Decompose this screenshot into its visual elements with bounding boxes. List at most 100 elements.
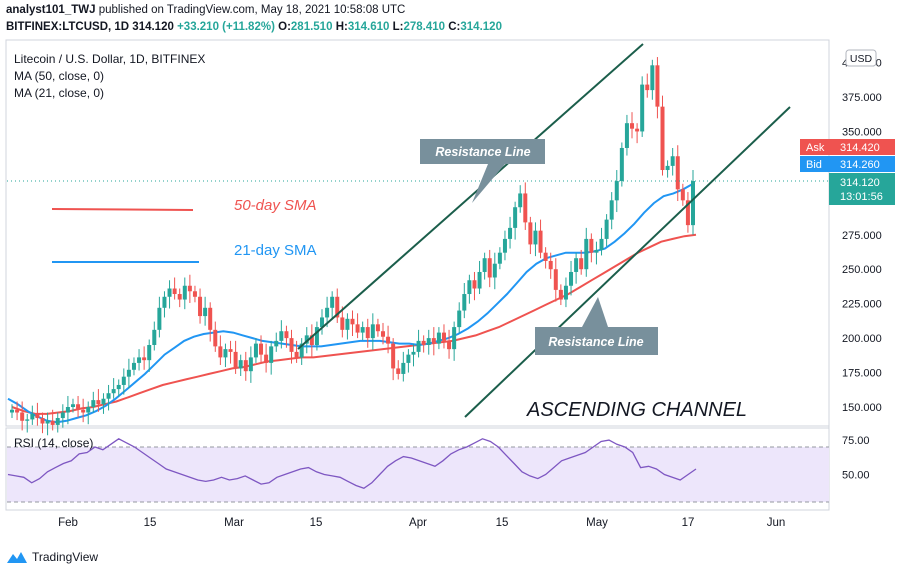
candle-body	[665, 165, 670, 171]
resistance-callout-bottom-text: Resistance Line	[548, 335, 643, 349]
candle-body	[452, 327, 457, 350]
candle-body	[492, 263, 497, 278]
footer-brand[interactable]: TradingView	[32, 550, 99, 564]
candle-body	[309, 335, 314, 345]
candle-body	[660, 106, 665, 171]
candle-body	[198, 296, 203, 317]
candle-body	[182, 285, 187, 300]
candle-body	[116, 384, 121, 390]
candle-body	[203, 307, 208, 317]
publisher-name[interactable]: analyst101_TWJ	[6, 4, 96, 16]
candle-body	[401, 362, 406, 374]
ohlc-l: 278.410	[403, 21, 446, 33]
candle-body	[111, 389, 116, 394]
candle-body	[518, 193, 523, 208]
rsi-tick-label: 50.00	[842, 470, 870, 482]
candle-body	[187, 285, 192, 292]
candle-body	[482, 258, 487, 272]
channel-lower-line	[464, 106, 791, 418]
candle-body	[635, 128, 640, 132]
ohlc-h-label: H:	[335, 21, 348, 33]
y-tick-label: 350.000	[842, 126, 882, 138]
candle-body	[320, 317, 325, 328]
candle-body	[487, 258, 492, 278]
candle-body	[30, 413, 35, 420]
candle-body	[223, 349, 228, 358]
legend-title: Litecoin / U.S. Dollar, 1D, BITFINEX	[14, 52, 205, 66]
candle-body	[137, 357, 142, 363]
candle-body	[233, 351, 238, 369]
candle-body	[325, 307, 330, 318]
y-tick-label: 225.000	[842, 299, 882, 311]
resistance-callout-bottom-box	[535, 297, 658, 355]
rsi-band	[7, 447, 829, 502]
bid-value: 314.260	[840, 159, 880, 171]
sma21-label: 21-day SMA	[234, 242, 317, 259]
candle-body	[497, 252, 502, 264]
candle-body	[304, 335, 309, 344]
candle-body	[20, 412, 25, 421]
rsi-tick-label: 75.00	[842, 435, 870, 447]
candle-body	[167, 288, 172, 297]
candle-body	[314, 327, 319, 345]
ascending-channel-label: ASCENDING CHANNEL	[526, 399, 747, 421]
candle-body	[253, 343, 258, 358]
candle-body	[101, 398, 106, 405]
candle-body	[604, 219, 609, 239]
candle-body	[391, 343, 396, 369]
candle-body	[45, 420, 50, 424]
x-tick-label: May	[586, 517, 608, 529]
candle-body	[238, 360, 243, 369]
symbol-line: BITFINEX:LTCUSD, 1D 314.120 +33.210 (+11…	[6, 21, 502, 33]
candle-body	[218, 346, 223, 358]
candle-body	[436, 332, 441, 344]
candle-body	[289, 338, 294, 352]
candle-body	[35, 413, 40, 419]
resistance-callout-top-text: Resistance Line	[435, 145, 530, 159]
candle-body	[523, 193, 528, 223]
x-tick-label: Feb	[58, 517, 78, 529]
main-pane-frame	[5, 39, 830, 427]
candle-body	[55, 418, 60, 425]
candle-body	[284, 331, 289, 339]
candle-body	[477, 271, 482, 289]
ask-label: Ask	[806, 142, 825, 154]
candle-body	[426, 338, 431, 345]
published-text: published on TradingView.com, May 18, 20…	[98, 4, 406, 16]
candle-body	[375, 324, 380, 332]
x-tick-label: Jun	[767, 517, 786, 529]
y-tick-label: 275.000	[842, 230, 882, 242]
candle-body	[558, 289, 563, 300]
candle-body	[70, 404, 75, 407]
candle-body	[162, 296, 167, 308]
candle-body	[685, 200, 690, 226]
candle-body	[279, 331, 284, 341]
candle-body	[365, 327, 370, 339]
candle-body	[589, 238, 594, 253]
candle-body	[172, 288, 177, 295]
rsi-title: RSI (14, close)	[14, 436, 93, 450]
tradingview-logo-icon	[7, 552, 27, 563]
candle-body	[650, 65, 655, 91]
candle-body	[462, 294, 467, 311]
ask-tag-box	[800, 139, 895, 155]
ma50-line	[11, 233, 697, 415]
candle-body	[264, 354, 269, 363]
candle-body	[691, 181, 695, 226]
candle-body	[76, 404, 81, 410]
y-tick-label: 375.000	[842, 92, 882, 104]
candle-body	[65, 407, 70, 413]
x-tick-label: Mar	[224, 517, 244, 529]
bid-label: Bid	[806, 159, 822, 171]
candle-body	[386, 336, 391, 344]
countdown-tag: 13:01:56	[840, 191, 883, 203]
candle-body	[594, 249, 599, 253]
candle-body	[421, 340, 426, 345]
ask-value: 314.420	[840, 142, 880, 154]
candle-body	[360, 327, 365, 333]
ohlc-h: 314.610	[347, 21, 390, 33]
candle-body	[86, 407, 91, 413]
candle-body	[294, 351, 299, 358]
candle-body	[614, 181, 619, 201]
